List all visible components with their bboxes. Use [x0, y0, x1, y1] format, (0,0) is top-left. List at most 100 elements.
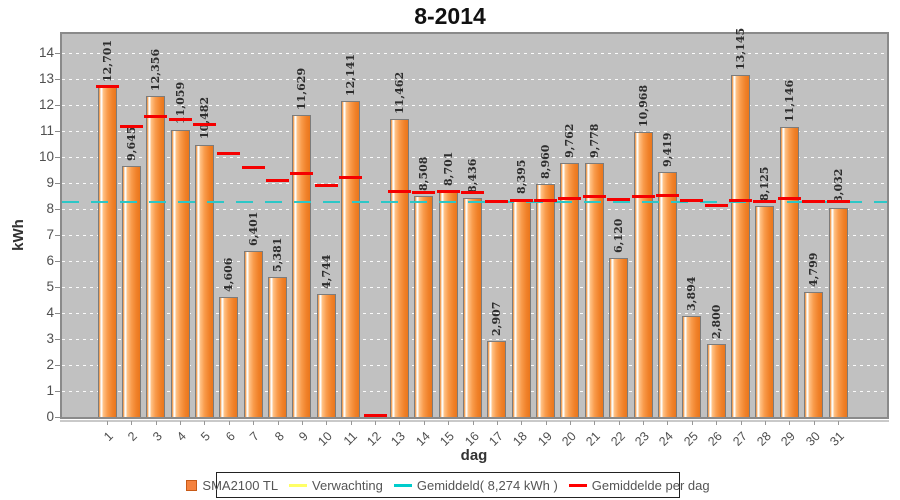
- y-tick-mark: [55, 261, 60, 262]
- grid-line: [62, 157, 887, 158]
- x-tick-mark: [569, 421, 571, 425]
- daily-average-dash: [729, 199, 753, 203]
- bar: [341, 101, 361, 417]
- bar: [487, 341, 507, 417]
- bar-value-label: 12,141: [344, 54, 358, 97]
- y-tick-mark: [55, 417, 60, 418]
- bar-value-label: 5,381: [271, 237, 285, 273]
- x-tick-mark: [399, 421, 401, 425]
- bar: [194, 144, 214, 417]
- average-line: [62, 200, 887, 203]
- y-tick-label: 8: [46, 201, 54, 216]
- y-tick-label: 12: [38, 97, 54, 112]
- bar: [243, 250, 263, 417]
- y-tick-label: 1: [46, 383, 54, 398]
- x-tick-mark: [764, 421, 766, 425]
- grid-line: [62, 105, 887, 106]
- daily-average-dash: [412, 190, 436, 194]
- x-tick-mark: [716, 421, 718, 425]
- y-tick-label: 7: [46, 227, 54, 242]
- x-tick-mark: [496, 421, 498, 425]
- bar: [609, 257, 629, 417]
- daily-average-dash: [558, 196, 582, 200]
- legend-label-verwachting: Verwachting: [312, 477, 383, 493]
- bar: [706, 344, 726, 417]
- x-tick-mark: [448, 421, 450, 425]
- x-tick-mark: [667, 421, 669, 425]
- x-tick-mark: [107, 421, 108, 425]
- bar: [121, 166, 141, 417]
- bar-value-label: 2,907: [490, 301, 504, 337]
- bar-value-label: 4,606: [222, 257, 236, 293]
- daily-average-dash: [339, 176, 363, 180]
- bar-value-label: 8,395: [514, 159, 528, 194]
- bar: [97, 86, 117, 417]
- y-tick-label: 0: [46, 409, 54, 424]
- y-tick-mark: [55, 287, 60, 288]
- grid-line: [62, 53, 887, 54]
- bar-value-label: 10,968: [636, 84, 650, 127]
- x-tick-mark: [155, 421, 157, 425]
- daily-average-dash: [241, 165, 265, 169]
- bar: [268, 277, 288, 417]
- daily-average-dash: [631, 194, 655, 198]
- bar-value-label: 4,799: [807, 252, 821, 288]
- daily-average-dash: [436, 190, 460, 194]
- legend: SMA2100 TL Verwachting Gemiddeld( 8,274 …: [186, 472, 710, 498]
- daily-average-dash: [192, 123, 216, 127]
- legend-item-sma2100: SMA2100 TL: [186, 478, 278, 493]
- daily-average-dash: [534, 198, 558, 202]
- y-tick-mark: [55, 157, 60, 158]
- x-tick-mark: [350, 421, 352, 425]
- x-tick-mark: [838, 421, 839, 425]
- y-tick-label: 4: [46, 305, 54, 320]
- bar: [292, 114, 312, 417]
- bar-value-label: 9,762: [563, 123, 577, 159]
- plot-area: 12,701 9,645 12,356 11,059 10,482 4,606 6,401 5…: [60, 28, 889, 419]
- legend-item-gemiddeld: Gemiddeld( 8,274 kWh ): [393, 478, 558, 493]
- bar: [804, 292, 824, 417]
- bar-value-label: 9,778: [587, 123, 601, 158]
- bar-value-label: 6,120: [612, 218, 626, 253]
- y-tick-mark: [55, 235, 60, 236]
- x-tick-mark: [472, 421, 474, 425]
- bar-value-label: 9,419: [660, 132, 674, 168]
- bar-value-label: 4,744: [319, 254, 333, 289]
- y-tick-label: 9: [46, 175, 54, 190]
- x-tick-mark: [521, 421, 523, 425]
- bar: [146, 95, 166, 417]
- bar-value-label: 8,032: [831, 168, 845, 204]
- y-tick-label: 11: [39, 123, 54, 138]
- x-tick-mark: [180, 421, 182, 425]
- y-tick-mark: [55, 183, 60, 184]
- bar-value-label: 8,701: [441, 151, 455, 186]
- bar: [633, 131, 653, 417]
- bar: [463, 197, 482, 417]
- y-tick-label: 14: [38, 45, 54, 60]
- bar: [219, 297, 239, 417]
- y-tick-mark: [55, 131, 60, 132]
- bar-value-label: 12,701: [100, 39, 114, 82]
- legend-swatch-cyan-line-icon: [393, 483, 412, 487]
- bar-value-label: 10,482: [197, 97, 211, 140]
- y-tick-label: 6: [46, 253, 54, 268]
- y-tick-label: 2: [46, 357, 54, 372]
- x-tick-mark: [691, 421, 693, 425]
- x-tick-mark: [643, 421, 645, 425]
- daily-average-dash: [753, 199, 777, 203]
- bar-value-label: 8,508: [417, 156, 431, 191]
- x-tick-mark: [813, 421, 815, 425]
- daily-average-dash: [509, 199, 533, 203]
- y-tick-mark: [55, 365, 60, 366]
- bar: [389, 119, 409, 417]
- bar: [828, 208, 848, 417]
- daily-average-dash: [607, 197, 631, 201]
- x-axis-line: [60, 420, 889, 422]
- y-tick-mark: [55, 209, 60, 210]
- bar-value-label: 6,401: [246, 211, 260, 246]
- y-tick-mark: [55, 313, 60, 314]
- x-tick-mark: [131, 421, 133, 425]
- daily-average-dash: [655, 193, 679, 197]
- y-tick-label: 5: [46, 279, 54, 294]
- bar-value-label: 11,146: [782, 80, 796, 123]
